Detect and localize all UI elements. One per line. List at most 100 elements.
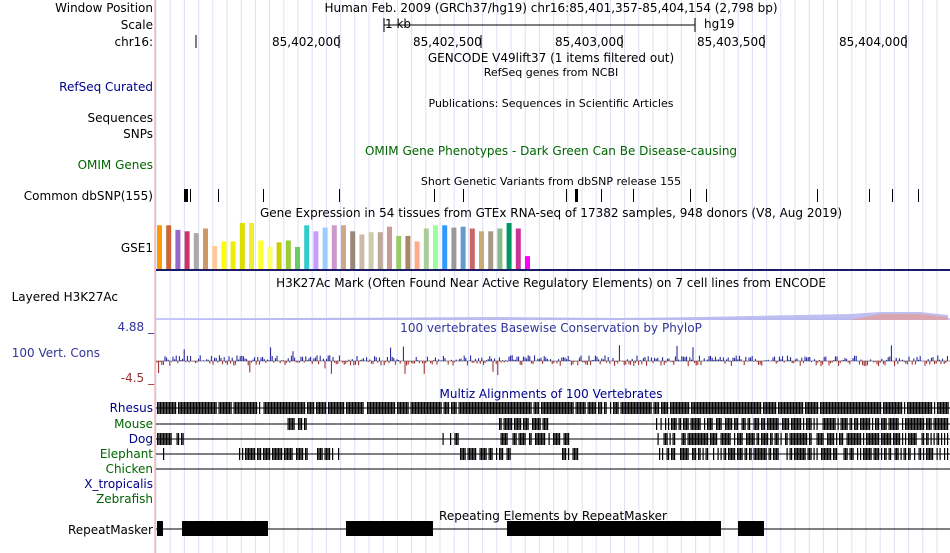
multiz-dog-block (559, 433, 561, 445)
multiz-mouse-block (520, 418, 522, 430)
multiz-rhesus-block (632, 402, 634, 414)
multiz-rhesus-block (421, 402, 423, 414)
multiz-rhesus-block (772, 402, 774, 414)
multiz-dog-block (164, 433, 166, 445)
multiz-rhesus-block (296, 402, 298, 414)
phylop-track-label[interactable]: 100 Vert. Cons (11, 346, 100, 360)
h3k27ac-track-title[interactable]: H3K27Ac Mark (Often Found Near Active Re… (276, 276, 826, 290)
multiz-species-xtropicalis[interactable]: X_tropicalis (84, 477, 153, 491)
multiz-mouse-block (777, 418, 779, 430)
assembly-label: hg19 (704, 17, 735, 31)
multiz-elephant-block (713, 448, 715, 460)
multiz-elephant-block (773, 448, 775, 460)
multiz-mouse-block (857, 418, 859, 430)
multiz-elephant-block (833, 448, 835, 460)
multiz-dog-block (741, 433, 743, 445)
multiz-elephant-block (894, 448, 896, 460)
multiz-rhesus-block (211, 402, 213, 414)
dbsnp-variant (434, 189, 435, 202)
multiz-mouse-block (523, 418, 525, 430)
h3k27ac-track-label[interactable]: Layered H3K27Ac (11, 290, 118, 304)
multiz-dog-block (776, 433, 778, 445)
multiz-rhesus-block (548, 402, 550, 414)
multiz-species-dog[interactable]: Dog (128, 432, 153, 446)
snps-track-label[interactable]: SNPs (123, 127, 153, 141)
multiz-rhesus-block (679, 402, 681, 414)
gtex-track-label[interactable]: GSE1 (120, 241, 153, 255)
multiz-rhesus-block (676, 402, 678, 414)
multiz-rhesus-block (646, 402, 648, 414)
multiz-mouse-block (935, 418, 937, 430)
multiz-rhesus-block (263, 402, 265, 414)
multiz-mouse-block (824, 418, 826, 430)
multiz-rhesus-block (181, 402, 183, 414)
multiz-rhesus-block (190, 402, 192, 414)
multiz-rhesus-block (281, 402, 283, 414)
multiz-rhesus-block (160, 402, 162, 414)
multiz-rhesus-block (377, 402, 379, 414)
multiz-rhesus-block (661, 402, 663, 414)
multiz-rhesus-block (269, 402, 271, 414)
multiz-species-rhesus[interactable]: Rhesus (109, 401, 153, 415)
phylop-track-title[interactable]: 100 vertebrates Basewise Conservation by… (400, 321, 702, 335)
multiz-rhesus-block (628, 402, 630, 414)
multiz-elephant-block (269, 448, 271, 460)
multiz-elephant-block (491, 448, 493, 460)
refseq-track-title[interactable]: RefSeq genes from NCBI (483, 66, 619, 79)
dbsnp-track-label[interactable]: Common dbSNP(155) (23, 189, 153, 203)
gtex-track-title[interactable]: Gene Expression in 54 tissues from GTEx … (259, 206, 843, 220)
sequences-track-label[interactable]: Sequences (87, 111, 153, 125)
gtex-tissue-bar (479, 231, 484, 269)
multiz-rhesus-block (470, 402, 472, 414)
chrom-label: chr16: (114, 35, 153, 49)
multiz-dog-block (515, 433, 517, 445)
omim-track-title[interactable]: OMIM Gene Phenotypes - Dark Green Can Be… (364, 144, 738, 158)
repeatmasker-track-label[interactable]: RepeatMasker (67, 523, 153, 537)
multiz-elephant-block (683, 448, 685, 460)
multiz-rhesus-block (707, 402, 709, 414)
multiz-mouse-block (508, 418, 510, 430)
multiz-rhesus-block (811, 402, 813, 414)
gtex-tissue-bar (525, 256, 530, 269)
repeatmasker-track-title[interactable]: Repeating Elements by RepeatMasker (439, 509, 667, 523)
multiz-mouse-block (923, 418, 925, 430)
publications-track-title[interactable]: Publications: Sequences in Scientific Ar… (428, 97, 674, 110)
multiz-elephant-block (680, 448, 682, 460)
multiz-species-elephant[interactable]: Elephant (99, 447, 153, 461)
multiz-rhesus-block (644, 402, 646, 414)
multiz-species-mouse[interactable]: Mouse (114, 417, 153, 431)
multiz-rhesus-block (185, 402, 187, 414)
multiz-rhesus-block (250, 402, 252, 414)
multiz-dog-block (875, 433, 877, 445)
multiz-rhesus-block (944, 402, 946, 414)
multiz-species-chicken[interactable]: Chicken (105, 462, 153, 476)
refseq-track-label[interactable]: RefSeq Curated (59, 80, 153, 94)
gencode-track-title[interactable]: GENCODE V49lift37 (1 items filtered out) (427, 51, 675, 65)
gtex-tissue-bar (295, 246, 300, 269)
multiz-rhesus-block (301, 402, 303, 414)
multiz-elephant-block (666, 448, 668, 460)
multiz-mouse-block (674, 418, 676, 430)
multiz-rhesus-block (436, 402, 438, 414)
multiz-mouse-block (536, 418, 538, 430)
multiz-rhesus-block (896, 402, 898, 414)
multiz-rhesus-block (313, 402, 315, 414)
multiz-track-title[interactable]: Multiz Alignments of 100 Vertebrates (439, 387, 663, 401)
multiz-rhesus-block (937, 402, 939, 414)
multiz-elephant-block (753, 448, 755, 460)
multiz-rhesus-block (886, 402, 888, 414)
dbsnp-track-title[interactable]: Short Genetic Variants from dbSNP releas… (420, 175, 682, 188)
multiz-elephant-block (281, 448, 283, 460)
multiz-rhesus-block (692, 402, 694, 414)
dbsnp-variant (817, 189, 818, 202)
omim-track-label[interactable]: OMIM Genes (77, 158, 153, 172)
multiz-species-zebrafish[interactable]: Zebrafish (96, 492, 153, 506)
multiz-rhesus-block (658, 402, 660, 414)
multiz-elephant-block (469, 448, 471, 460)
multiz-mouse-block (881, 418, 883, 430)
multiz-mouse-block (683, 418, 685, 430)
multiz-elephant-block (575, 448, 577, 460)
multiz-rhesus-block (340, 402, 342, 414)
